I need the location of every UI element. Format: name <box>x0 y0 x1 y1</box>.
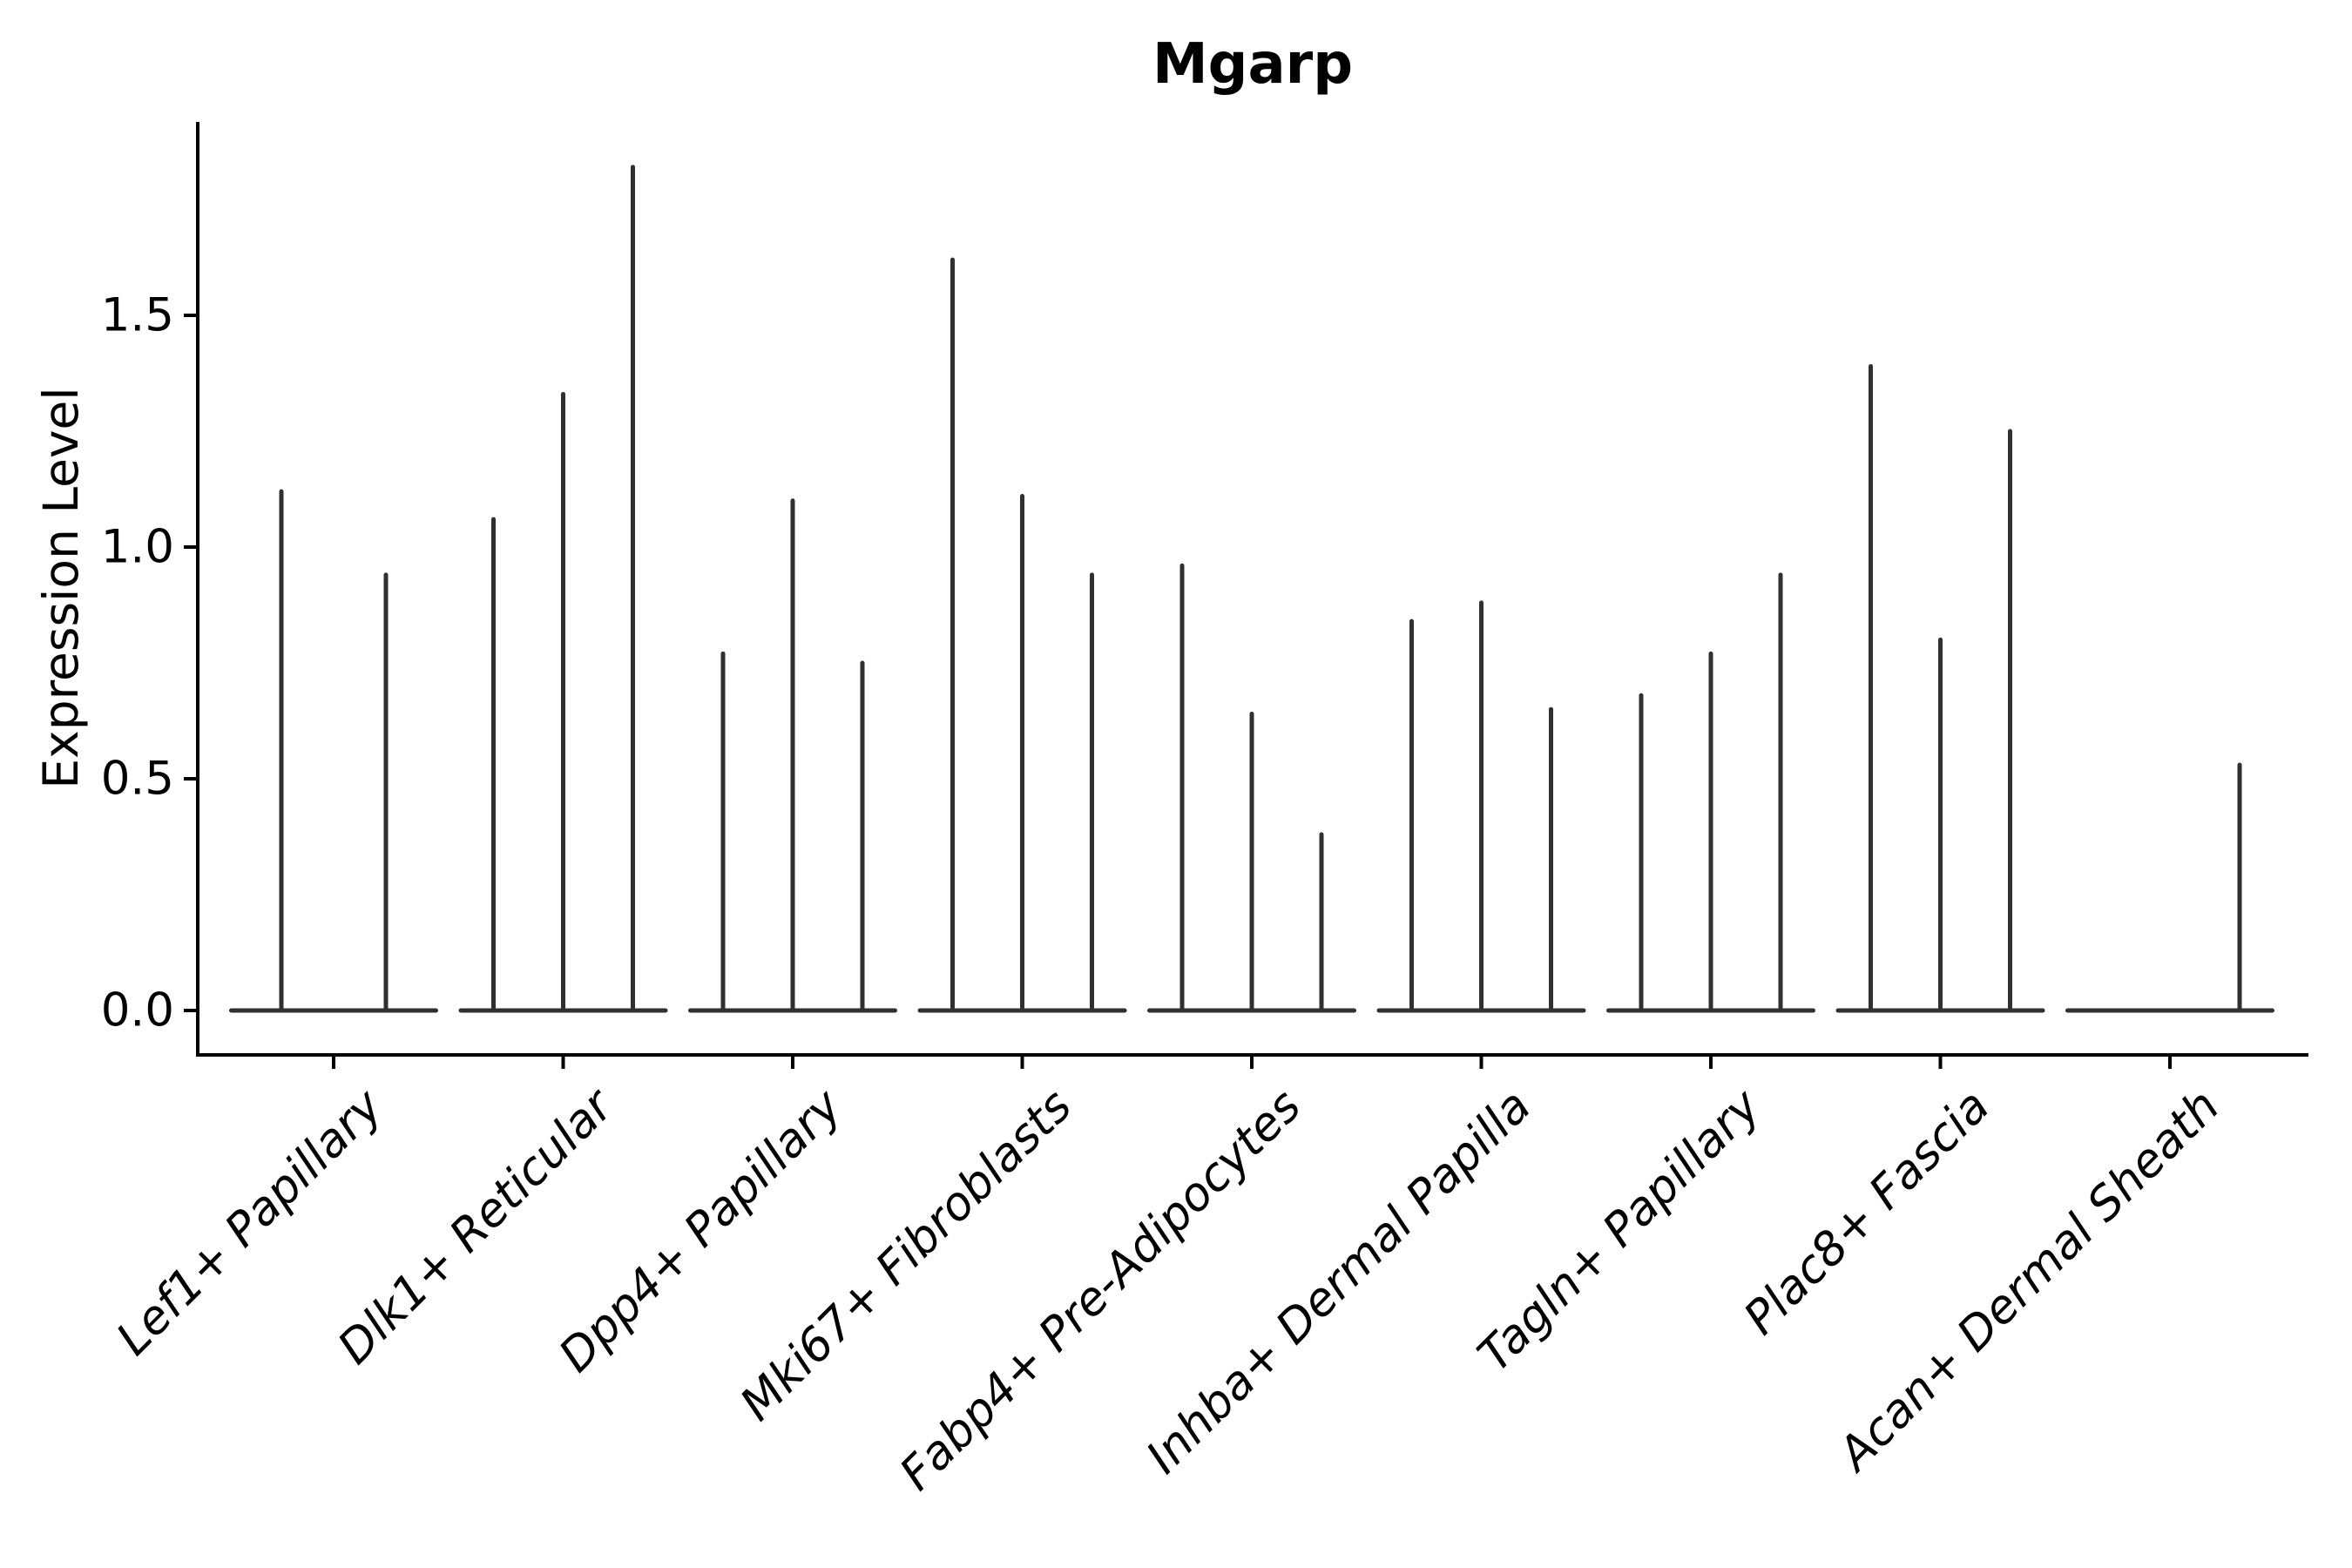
chart-title: Mgarp <box>1152 32 1354 97</box>
y-tick-label: 0.5 <box>100 752 174 806</box>
violin-base <box>229 1008 438 1013</box>
y-tick-label: 0.0 <box>100 983 174 1037</box>
violin-base <box>2065 1008 2274 1013</box>
y-axis-label: Expression Level <box>33 387 89 789</box>
y-tick-label: 1.5 <box>100 288 174 342</box>
y-tick-label: 1.0 <box>100 520 174 574</box>
